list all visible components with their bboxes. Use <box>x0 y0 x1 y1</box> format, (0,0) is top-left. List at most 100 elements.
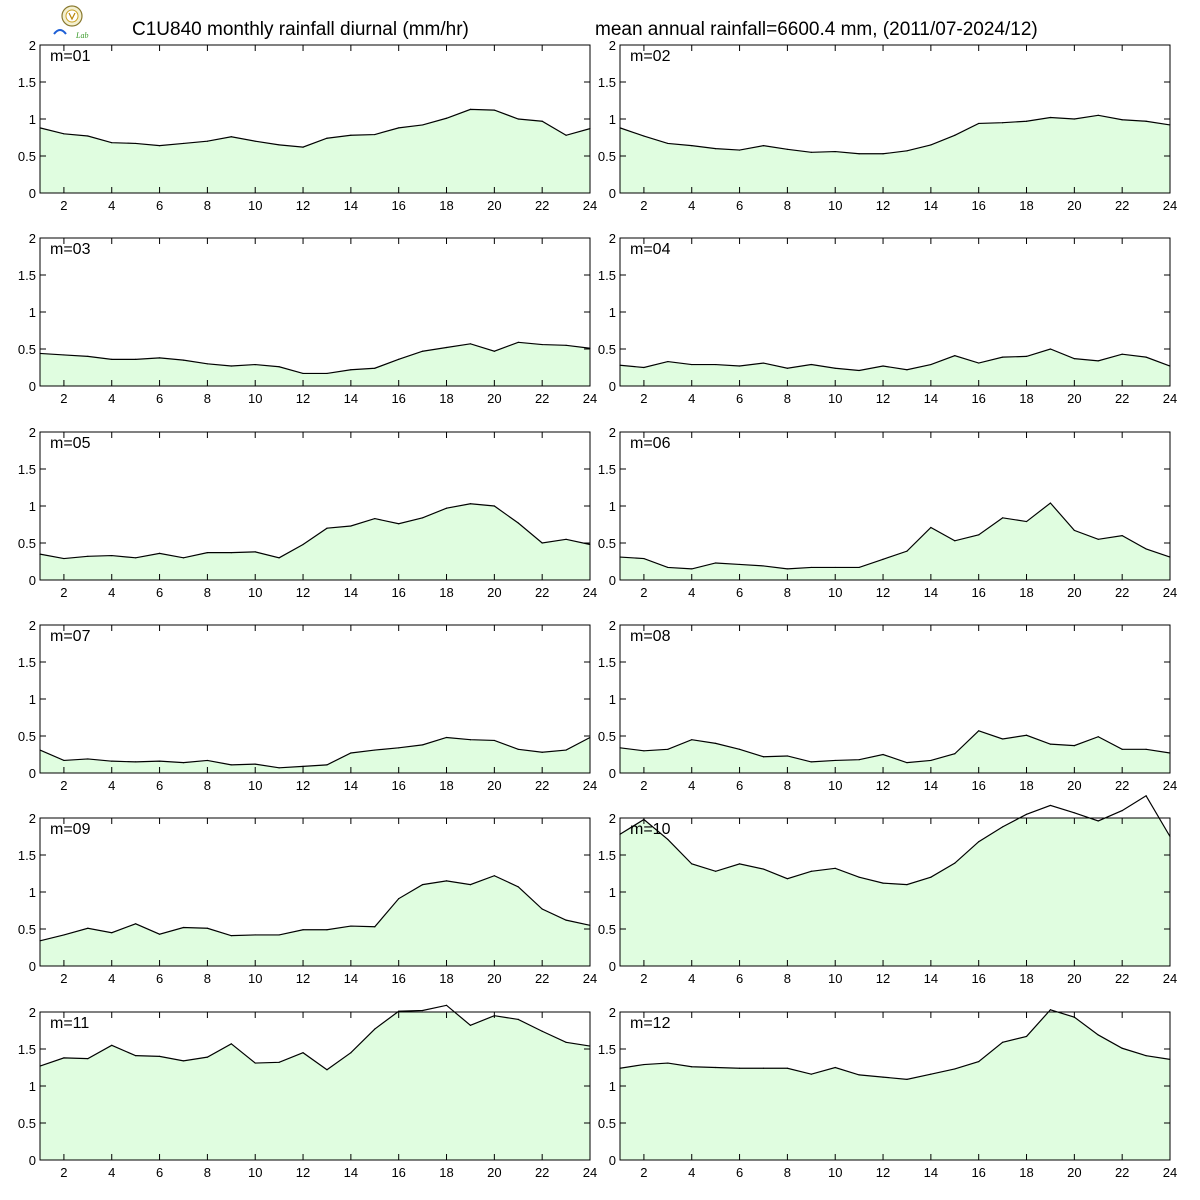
x-tick-label: 24 <box>583 971 597 986</box>
data-point <box>589 1045 591 1047</box>
data-point <box>278 934 280 936</box>
data-point <box>1025 355 1028 357</box>
data-point <box>715 148 717 150</box>
data-point <box>374 367 376 369</box>
data-point <box>1002 1041 1004 1043</box>
data-point <box>302 146 304 148</box>
x-tick-label: 18 <box>439 971 453 986</box>
x-tick-label: 20 <box>1067 585 1081 600</box>
x-tick-label: 16 <box>971 585 985 600</box>
data-point <box>786 1067 788 1069</box>
y-tick-label: 0 <box>609 959 616 974</box>
x-tick-label: 10 <box>248 585 262 600</box>
y-tick-label: 1 <box>29 1079 36 1094</box>
data-point <box>762 756 765 758</box>
x-tick-label: 2 <box>60 971 67 986</box>
x-tick-label: 16 <box>971 778 985 793</box>
y-tick-label: 1 <box>29 499 36 514</box>
data-point <box>135 557 137 559</box>
x-tick-label: 20 <box>1067 1165 1081 1180</box>
data-point <box>643 366 645 369</box>
panel-m-03: 00.511.522 4 6 8 10 12 14 16 18 20 22 24m=03 <box>18 231 597 406</box>
panel-m-11: 00.511.522 4 6 8 10 12 14 16 18 20 22 24m=11 <box>18 1004 597 1180</box>
panel-label: m=06 <box>630 435 671 452</box>
y-tick-label: 1 <box>29 112 36 127</box>
y-tick-label: 0 <box>29 573 36 588</box>
data-point <box>858 153 860 155</box>
data-point <box>906 550 908 552</box>
data-point <box>643 135 645 137</box>
data-point <box>326 764 328 766</box>
data-point <box>762 362 765 364</box>
x-tick-label: 8 <box>204 198 211 213</box>
panel-m-07: 00.511.522 4 6 8 10 12 14 16 18 20 22 24m=07 <box>18 618 597 793</box>
x-tick-label: 2 <box>60 1165 67 1180</box>
data-point <box>667 142 669 145</box>
x-tick-label: 4 <box>108 1165 115 1180</box>
data-point <box>182 359 185 361</box>
x-tick-label: 8 <box>204 391 211 406</box>
x-tick-label: 8 <box>784 391 791 406</box>
data-point <box>422 124 424 126</box>
y-tick-label: 0 <box>609 1153 616 1168</box>
x-tick-label: 6 <box>156 778 163 793</box>
data-point <box>1073 529 1075 532</box>
x-tick-label: 14 <box>924 778 938 793</box>
data-point <box>39 1065 41 1067</box>
area-fill <box>620 115 1170 193</box>
data-point <box>374 1028 376 1030</box>
data-point <box>87 555 89 557</box>
data-point <box>398 747 400 749</box>
data-point <box>667 748 669 750</box>
x-tick-label: 4 <box>108 971 115 986</box>
y-tick-label: 2 <box>29 811 36 826</box>
data-point <box>111 554 113 557</box>
data-point <box>63 1057 65 1059</box>
data-point <box>930 759 932 762</box>
y-tick-label: 0 <box>609 379 616 394</box>
x-tick-label: 4 <box>688 778 695 793</box>
logo-swoosh-icon <box>53 29 67 35</box>
data-point <box>1145 548 1147 550</box>
data-point <box>135 142 137 145</box>
data-point <box>930 363 932 366</box>
series-line <box>39 875 591 942</box>
x-tick-label: 24 <box>1163 198 1177 213</box>
data-point <box>230 764 232 766</box>
chart-subtitle: mean annual rainfall=6600.4 mm, (2011/07… <box>595 19 1038 40</box>
data-point <box>254 363 256 366</box>
data-point <box>206 927 208 929</box>
y-tick-label: 0.5 <box>598 1116 616 1131</box>
x-tick-label: 10 <box>248 391 262 406</box>
data-point <box>954 753 956 755</box>
data-point <box>786 755 788 757</box>
data-point <box>422 884 424 886</box>
data-point <box>517 118 519 120</box>
data-point <box>254 140 256 142</box>
data-point <box>278 767 280 769</box>
data-point <box>63 934 65 936</box>
x-tick-label: 22 <box>535 585 549 600</box>
x-tick-label: 4 <box>688 391 695 406</box>
x-tick-label: 6 <box>736 391 743 406</box>
x-tick-label: 24 <box>583 1165 597 1180</box>
data-point <box>738 1067 741 1069</box>
data-point <box>469 343 472 345</box>
x-tick-label: 16 <box>391 1165 405 1180</box>
x-tick-label: 24 <box>583 198 597 213</box>
data-point <box>906 884 908 886</box>
data-point <box>63 354 65 356</box>
data-point <box>834 566 836 569</box>
data-point <box>954 134 956 136</box>
data-point <box>786 568 788 570</box>
data-point <box>619 127 621 129</box>
x-tick-label: 4 <box>108 198 115 213</box>
data-point <box>230 136 232 138</box>
data-point <box>278 1061 280 1063</box>
data-point <box>882 753 884 756</box>
data-point <box>493 109 495 111</box>
data-point <box>1169 124 1171 126</box>
data-point <box>326 372 328 375</box>
data-point <box>619 1067 621 1069</box>
